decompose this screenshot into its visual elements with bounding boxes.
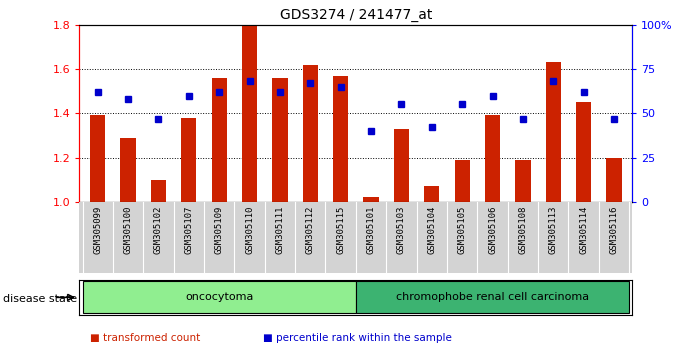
- Bar: [272, 78, 287, 202]
- Text: GSM305102: GSM305102: [154, 205, 163, 254]
- Title: GDS3274 / 241477_at: GDS3274 / 241477_at: [280, 8, 432, 22]
- Bar: [181, 118, 196, 202]
- Bar: [485, 115, 500, 202]
- Text: disease state: disease state: [3, 294, 77, 304]
- Bar: [363, 198, 379, 202]
- Text: GSM305101: GSM305101: [366, 205, 375, 254]
- Text: GSM305105: GSM305105: [457, 205, 466, 254]
- Text: GSM305112: GSM305112: [306, 205, 315, 254]
- Bar: [576, 102, 591, 202]
- Text: GSM305108: GSM305108: [518, 205, 527, 254]
- Bar: [424, 186, 439, 202]
- Bar: [82, 281, 356, 313]
- Bar: [394, 129, 409, 202]
- Bar: [120, 138, 135, 202]
- Bar: [607, 158, 622, 202]
- Bar: [515, 160, 531, 202]
- Text: ■ percentile rank within the sample: ■ percentile rank within the sample: [263, 333, 451, 343]
- Bar: [211, 78, 227, 202]
- Bar: [455, 160, 470, 202]
- Text: GSM305111: GSM305111: [276, 205, 285, 254]
- Bar: [303, 65, 318, 202]
- Text: GSM305100: GSM305100: [124, 205, 133, 254]
- Text: GSM305113: GSM305113: [549, 205, 558, 254]
- Bar: [546, 62, 561, 202]
- Text: GSM305109: GSM305109: [215, 205, 224, 254]
- Text: GSM305103: GSM305103: [397, 205, 406, 254]
- Text: GSM305116: GSM305116: [609, 205, 618, 254]
- Text: GSM305104: GSM305104: [427, 205, 436, 254]
- Text: oncocytoma: oncocytoma: [185, 292, 254, 302]
- Text: GSM305106: GSM305106: [488, 205, 497, 254]
- Bar: [333, 76, 348, 202]
- Bar: [242, 25, 257, 202]
- Bar: [356, 281, 630, 313]
- Bar: [151, 179, 166, 202]
- Text: ■ transformed count: ■ transformed count: [90, 333, 200, 343]
- Text: GSM305107: GSM305107: [184, 205, 193, 254]
- Text: chromophobe renal cell carcinoma: chromophobe renal cell carcinoma: [396, 292, 589, 302]
- Text: GSM305110: GSM305110: [245, 205, 254, 254]
- Text: GSM305114: GSM305114: [579, 205, 588, 254]
- Text: GSM305099: GSM305099: [93, 205, 102, 254]
- Text: GSM305115: GSM305115: [337, 205, 346, 254]
- Bar: [90, 115, 105, 202]
